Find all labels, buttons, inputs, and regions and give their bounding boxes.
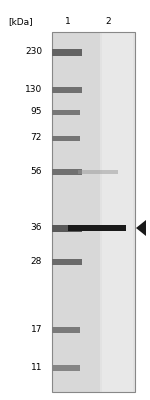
Text: [kDa]: [kDa] (8, 18, 33, 26)
Bar (52, 225, 82, 232)
Bar (52, 136, 80, 141)
Bar (78, 170, 118, 174)
Text: 72: 72 (31, 134, 42, 142)
Bar (52, 365, 80, 371)
Text: 1: 1 (65, 18, 71, 26)
Bar (100, 32, 135, 392)
Text: 28: 28 (31, 258, 42, 266)
Bar (52, 87, 82, 93)
Bar (68, 225, 126, 231)
Text: 130: 130 (25, 86, 42, 94)
Text: 11: 11 (30, 364, 42, 372)
Bar (52, 32, 135, 392)
Bar (52, 32, 135, 392)
Polygon shape (136, 220, 146, 236)
Bar (52, 169, 82, 175)
Bar (52, 49, 82, 56)
Text: 36: 36 (30, 224, 42, 232)
Text: 230: 230 (25, 48, 42, 56)
Bar (52, 327, 80, 333)
Bar (52, 110, 80, 115)
Bar (102, 32, 133, 392)
Text: 95: 95 (30, 108, 42, 116)
Text: 2: 2 (105, 18, 111, 26)
Text: 17: 17 (30, 326, 42, 334)
Text: 56: 56 (30, 168, 42, 176)
Bar (52, 259, 82, 265)
